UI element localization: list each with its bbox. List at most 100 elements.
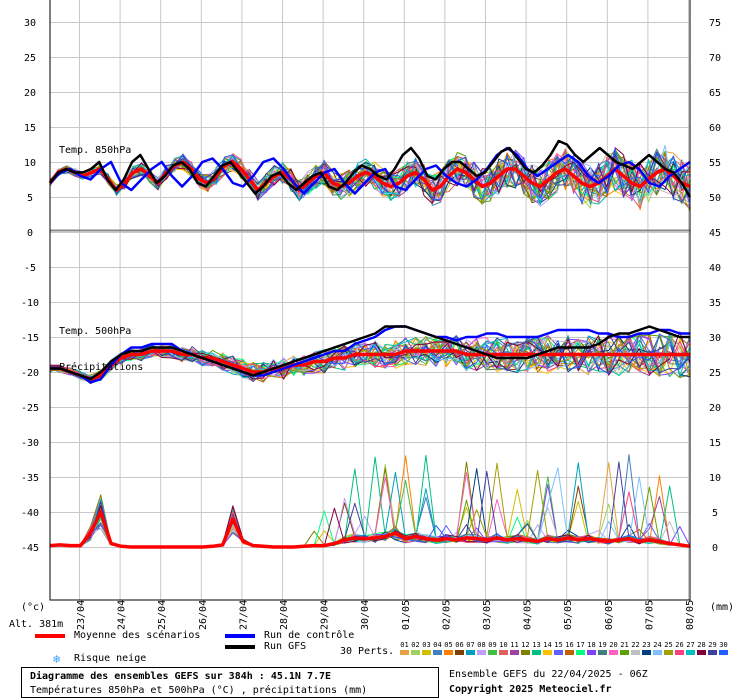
pert-swatch <box>411 650 420 655</box>
pert-swatch <box>697 650 706 655</box>
y-left-tick: -45 <box>21 543 39 554</box>
y-left-tick: -5 <box>24 263 36 274</box>
label-precip: Précipitations <box>59 361 143 373</box>
pert-number: 04 <box>433 641 442 649</box>
x-tick: 26/04 <box>198 600 209 630</box>
plot-frame <box>49 0 691 601</box>
y-right-tick: 15 <box>709 438 721 449</box>
y-left-tick: 0 <box>27 228 33 239</box>
left-unit: (°c) <box>21 602 45 613</box>
pert-number: 05 <box>444 641 453 649</box>
pert-number: 23 <box>642 641 651 649</box>
y-right-tick: 75 <box>709 18 721 29</box>
y-left-tick: -10 <box>21 298 39 309</box>
y-right-tick: 5 <box>712 508 718 519</box>
snowflake-icon: ❄ <box>53 652 61 666</box>
pert-number: 07 <box>466 641 475 649</box>
series-line <box>50 325 690 381</box>
pert-number: 15 <box>554 641 563 649</box>
pert-swatch <box>466 650 475 655</box>
y-right-tick: 70 <box>709 53 721 64</box>
footer-title: Diagramme des ensembles GEFS sur 384h : … <box>30 671 332 682</box>
pert-number: 12 <box>521 641 530 649</box>
pert-swatch <box>587 650 596 655</box>
pert-swatch <box>576 650 585 655</box>
pert-number: 03 <box>422 641 431 649</box>
x-tick: 29/04 <box>320 600 331 630</box>
pert-number: 01 <box>400 641 409 649</box>
pert-swatch <box>532 650 541 655</box>
y-left-tick: 10 <box>24 158 36 169</box>
pert-swatch <box>400 650 409 655</box>
pert-swatch <box>686 650 695 655</box>
x-tick: 04/05 <box>523 600 534 630</box>
y-right-tick: 45 <box>709 228 721 239</box>
axes: 302520151050-5-10-15-20-25-30-35-40-4575… <box>21 18 721 630</box>
x-tick: 08/05 <box>685 600 696 630</box>
y-right-tick: 40 <box>709 263 721 274</box>
y-right-tick: 50 <box>709 193 721 204</box>
y-left-tick: -20 <box>21 368 39 379</box>
control-swatch <box>225 634 255 638</box>
pert-swatch <box>664 650 673 655</box>
pert-swatch <box>444 650 453 655</box>
y-right-tick: 65 <box>709 88 721 99</box>
pert-number: 16 <box>565 641 574 649</box>
y-left-tick: 15 <box>24 123 36 134</box>
label-t500: Temp. 500hPa <box>59 326 131 337</box>
y-right-tick: 35 <box>709 298 721 309</box>
pert-number: 06 <box>455 641 464 649</box>
pert-swatch <box>499 650 508 655</box>
series-line <box>49 146 691 195</box>
pert-swatch <box>631 650 640 655</box>
x-tick: 25/04 <box>157 600 168 630</box>
pert-swatch <box>565 650 574 655</box>
pert-number: 14 <box>543 641 552 649</box>
y-right-tick: 30 <box>709 333 721 344</box>
y-right-tick: 10 <box>709 473 721 484</box>
legend-mean: Moyenne des scénarios <box>74 630 201 641</box>
pert-line-500 <box>49 331 691 381</box>
y-left-tick: -40 <box>21 508 39 519</box>
pert-number: 13 <box>532 641 541 649</box>
pert-swatch <box>642 650 651 655</box>
pert-number: 30 <box>719 641 728 649</box>
pert-swatch <box>620 650 629 655</box>
pert-swatch <box>609 650 618 655</box>
pert-number: 10 <box>499 641 508 649</box>
pert-swatch <box>554 650 563 655</box>
altitude-label: Alt. 381m <box>9 619 63 630</box>
x-tick: 23/04 <box>76 600 87 630</box>
pert-swatch <box>708 650 717 655</box>
legend-gfs: Run GFS <box>264 641 307 652</box>
y-left-tick: 25 <box>24 53 36 64</box>
series-line <box>49 510 691 549</box>
pert-swatch <box>510 650 519 655</box>
y-left-tick: 5 <box>27 193 33 204</box>
pert-number: 22 <box>631 641 640 649</box>
pert-number: 08 <box>477 641 486 649</box>
legend-control: Run de contrôle <box>264 630 355 641</box>
y-left-tick: -15 <box>21 333 39 344</box>
right-unit: (mm) <box>710 602 734 613</box>
pert-swatch <box>543 650 552 655</box>
run-info: Ensemble GEFS du 22/04/2025 - 06Z <box>449 669 648 680</box>
pert-swatch <box>653 650 662 655</box>
copyright: Copyright 2025 Meteociel.fr <box>449 684 612 695</box>
x-tick: 02/05 <box>441 600 452 630</box>
y-left-tick: -30 <box>21 438 39 449</box>
pert-line-850 <box>49 144 691 205</box>
pert-number: 28 <box>697 641 706 649</box>
x-tick: 01/05 <box>401 600 412 630</box>
x-tick: 27/04 <box>238 600 249 630</box>
x-tick: 03/05 <box>482 600 493 630</box>
pert-swatch <box>422 650 431 655</box>
x-tick: 28/04 <box>279 600 290 630</box>
pert-number: 02 <box>411 641 420 649</box>
pert-swatch <box>521 650 530 655</box>
pert-swatch <box>455 650 464 655</box>
y-right-tick: 25 <box>709 368 721 379</box>
legend-snow: Risque neige <box>74 653 147 664</box>
pert-number: 20 <box>609 641 618 649</box>
